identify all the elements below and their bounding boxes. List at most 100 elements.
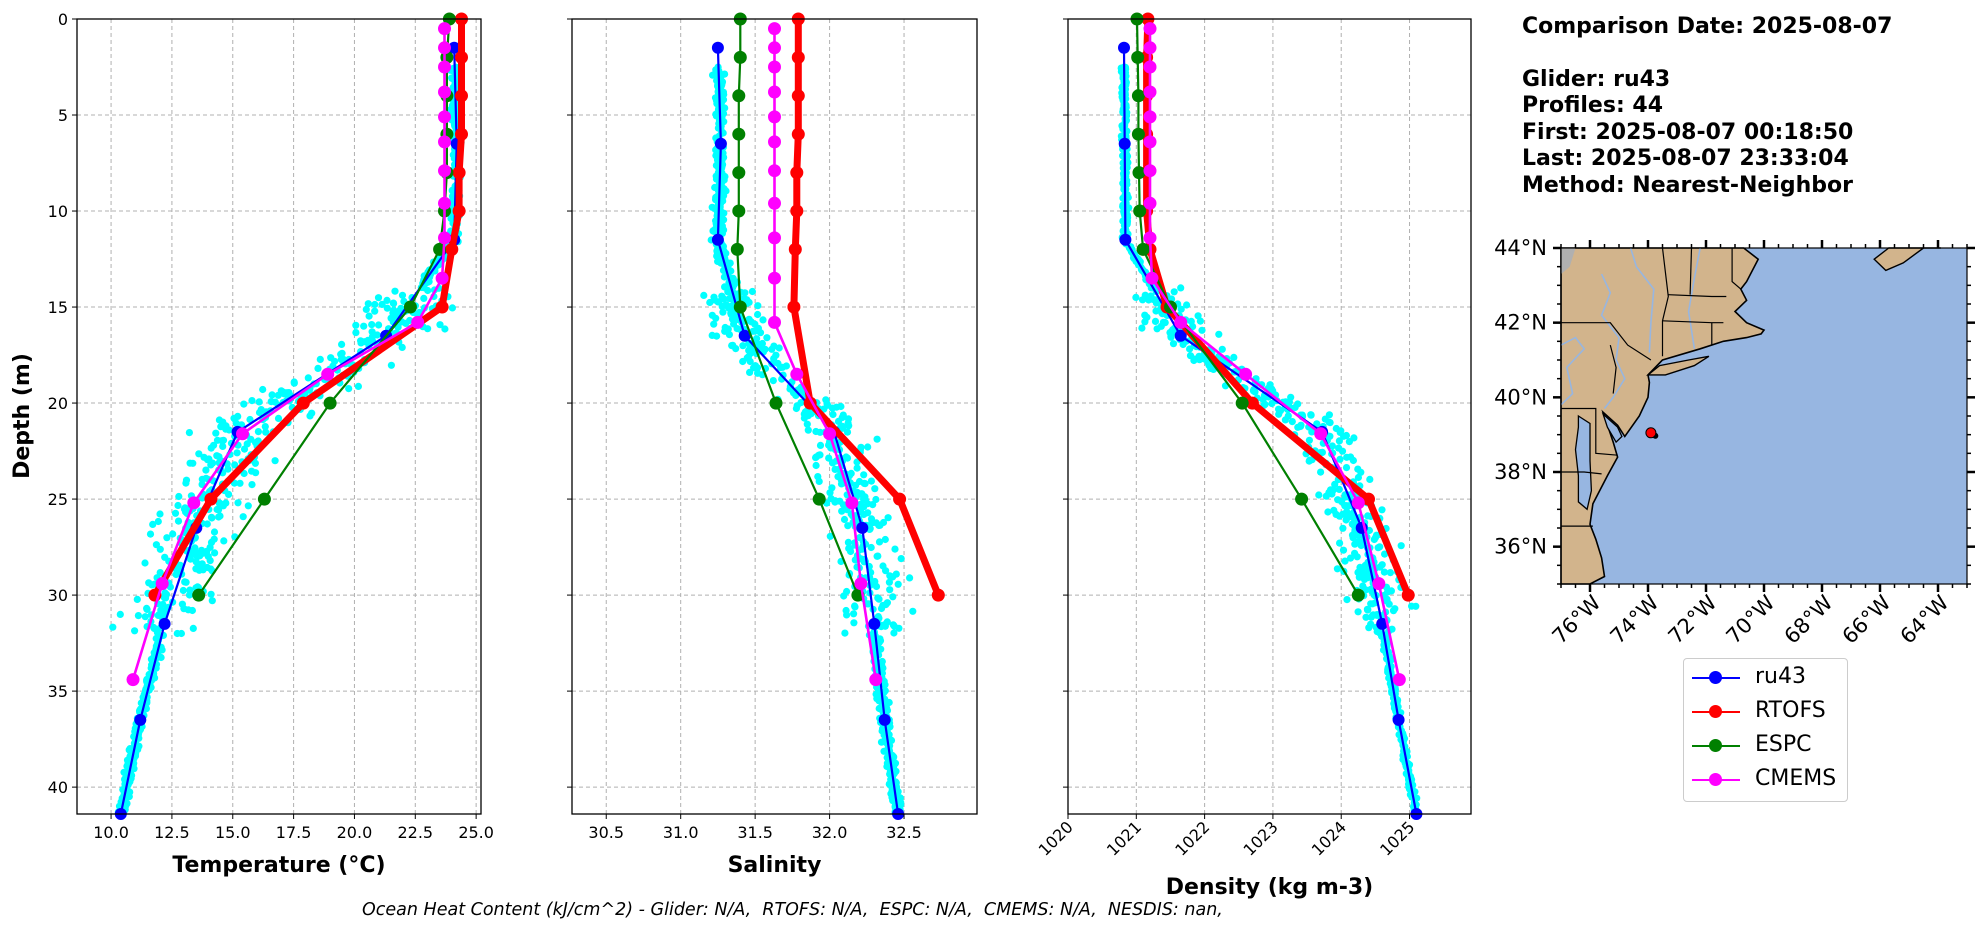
glider-observation-point — [1215, 330, 1223, 338]
glider-observation-point — [769, 377, 777, 385]
glider-observation-point — [739, 357, 747, 366]
glider-observation-point — [779, 363, 787, 371]
glider-observation-point — [362, 305, 370, 313]
glider-observation-point — [239, 513, 247, 521]
glider-observation-point — [881, 622, 889, 630]
glider-observation-point — [844, 538, 853, 547]
glider-observation-point — [872, 519, 880, 527]
glider-observation-point — [383, 304, 391, 312]
glider-observation-point — [1346, 510, 1354, 519]
glider-observation-point — [162, 590, 171, 599]
glider-observation-point — [754, 302, 762, 310]
glider-observation-point — [718, 292, 726, 300]
glider-observation-point — [1296, 422, 1305, 431]
series-point — [187, 496, 201, 510]
glider-observation-point — [1412, 602, 1420, 610]
series-point — [768, 22, 781, 36]
y-tick-label: 10 — [48, 202, 68, 221]
series-espc — [730, 12, 865, 602]
glider-observation-point — [211, 549, 219, 557]
series-point — [438, 196, 451, 210]
glider-observation-point — [254, 428, 262, 436]
glider-observation-point — [889, 621, 897, 629]
glider-observation-point — [1324, 508, 1332, 516]
legend-label: ESPC — [1755, 732, 1812, 757]
glider-observation-point — [374, 294, 383, 302]
glider-observation-point — [1153, 325, 1161, 333]
glider-observation-point — [887, 790, 895, 798]
glider-observation-point — [814, 473, 822, 481]
legend-marker — [1709, 705, 1722, 718]
glider-observation-point — [728, 342, 736, 350]
glider-observation-point — [219, 418, 227, 426]
axes-frame — [76, 18, 482, 815]
glider-observation-point — [740, 295, 748, 303]
legend: ru43 RTOFS ESPC CMEMS — [1683, 658, 1848, 802]
glider-observation-point — [889, 573, 897, 581]
glider-observation-point — [851, 602, 859, 610]
ocean-heat-content-footer: Ocean Heat Content (kJ/cm^2) - Glider: N… — [362, 900, 1223, 920]
long-island — [1646, 355, 1710, 376]
series-line — [1122, 47, 1418, 815]
glider-observation-point — [181, 578, 189, 586]
temperature-panel: 0 5 10 15 20 25 30 35 40 10.0 12.5 15.0 17.5 20.0 22.5… — [48, 10, 494, 878]
glider-observation-point — [1378, 506, 1386, 514]
lon-tick-label: 76°W — [1548, 590, 1606, 648]
glider-observation-point — [850, 610, 858, 618]
glider-observation-point — [145, 579, 153, 587]
glider-observation-point — [884, 514, 892, 522]
series-point — [452, 204, 466, 218]
x-tick-label: 1021 — [1103, 817, 1145, 859]
glider-observation-point — [398, 291, 407, 299]
glider-observation-point — [368, 321, 376, 329]
series-point — [452, 166, 466, 180]
x-tick-label: 1025 — [1376, 817, 1418, 859]
series-point — [435, 300, 449, 314]
x-tick-label: 25.0 — [458, 823, 494, 842]
series-cmems — [1143, 22, 1406, 687]
glider-observation-point — [213, 505, 221, 514]
lat-tick-label: 36°N — [1494, 535, 1547, 559]
series-point — [403, 300, 417, 314]
glider-observation-point — [1322, 492, 1330, 500]
glider-observation-point — [1370, 535, 1378, 544]
glider-observation-point — [152, 541, 160, 549]
glider-observation-point — [233, 449, 241, 457]
glider-observation-point — [1198, 326, 1206, 334]
series-point — [854, 577, 868, 591]
series-point — [1131, 89, 1145, 103]
glider-observation-point — [225, 426, 233, 434]
glider-observation-point — [812, 427, 820, 436]
glider-observation-point — [261, 423, 269, 431]
glider-observation-point — [885, 780, 893, 788]
state-border — [1561, 471, 1602, 475]
series-point — [768, 196, 781, 210]
glider-observation-point — [274, 414, 283, 422]
glider-observation-point — [897, 555, 905, 563]
series-point — [732, 204, 746, 218]
glider-observation-point — [1354, 608, 1362, 616]
series-cmems — [126, 22, 451, 687]
series-point — [1401, 588, 1415, 602]
depth-axis-title: Depth (m) — [10, 353, 35, 479]
series-point — [711, 41, 724, 54]
x-tick-label: 30.5 — [588, 823, 624, 842]
series-point — [1239, 367, 1253, 381]
series-point — [768, 60, 781, 74]
state-border — [1661, 247, 1669, 357]
glider-observation-point — [838, 414, 846, 422]
glider-observation-point — [751, 362, 760, 370]
series-point — [768, 164, 781, 178]
legend-item-espc: ESPC — [1684, 729, 1847, 763]
glider-observation-point — [739, 342, 747, 350]
glider-observation-point — [895, 624, 903, 632]
glider-observation-point — [174, 501, 182, 510]
series-line — [1148, 28, 1401, 680]
series-point — [1143, 60, 1157, 74]
glider-observation-point — [207, 590, 215, 598]
glider-observation-point — [255, 398, 263, 406]
x-tick-label: 1020 — [1035, 817, 1077, 859]
glider-observation-point — [1397, 542, 1405, 550]
x-tick-label: 10.0 — [93, 823, 129, 842]
